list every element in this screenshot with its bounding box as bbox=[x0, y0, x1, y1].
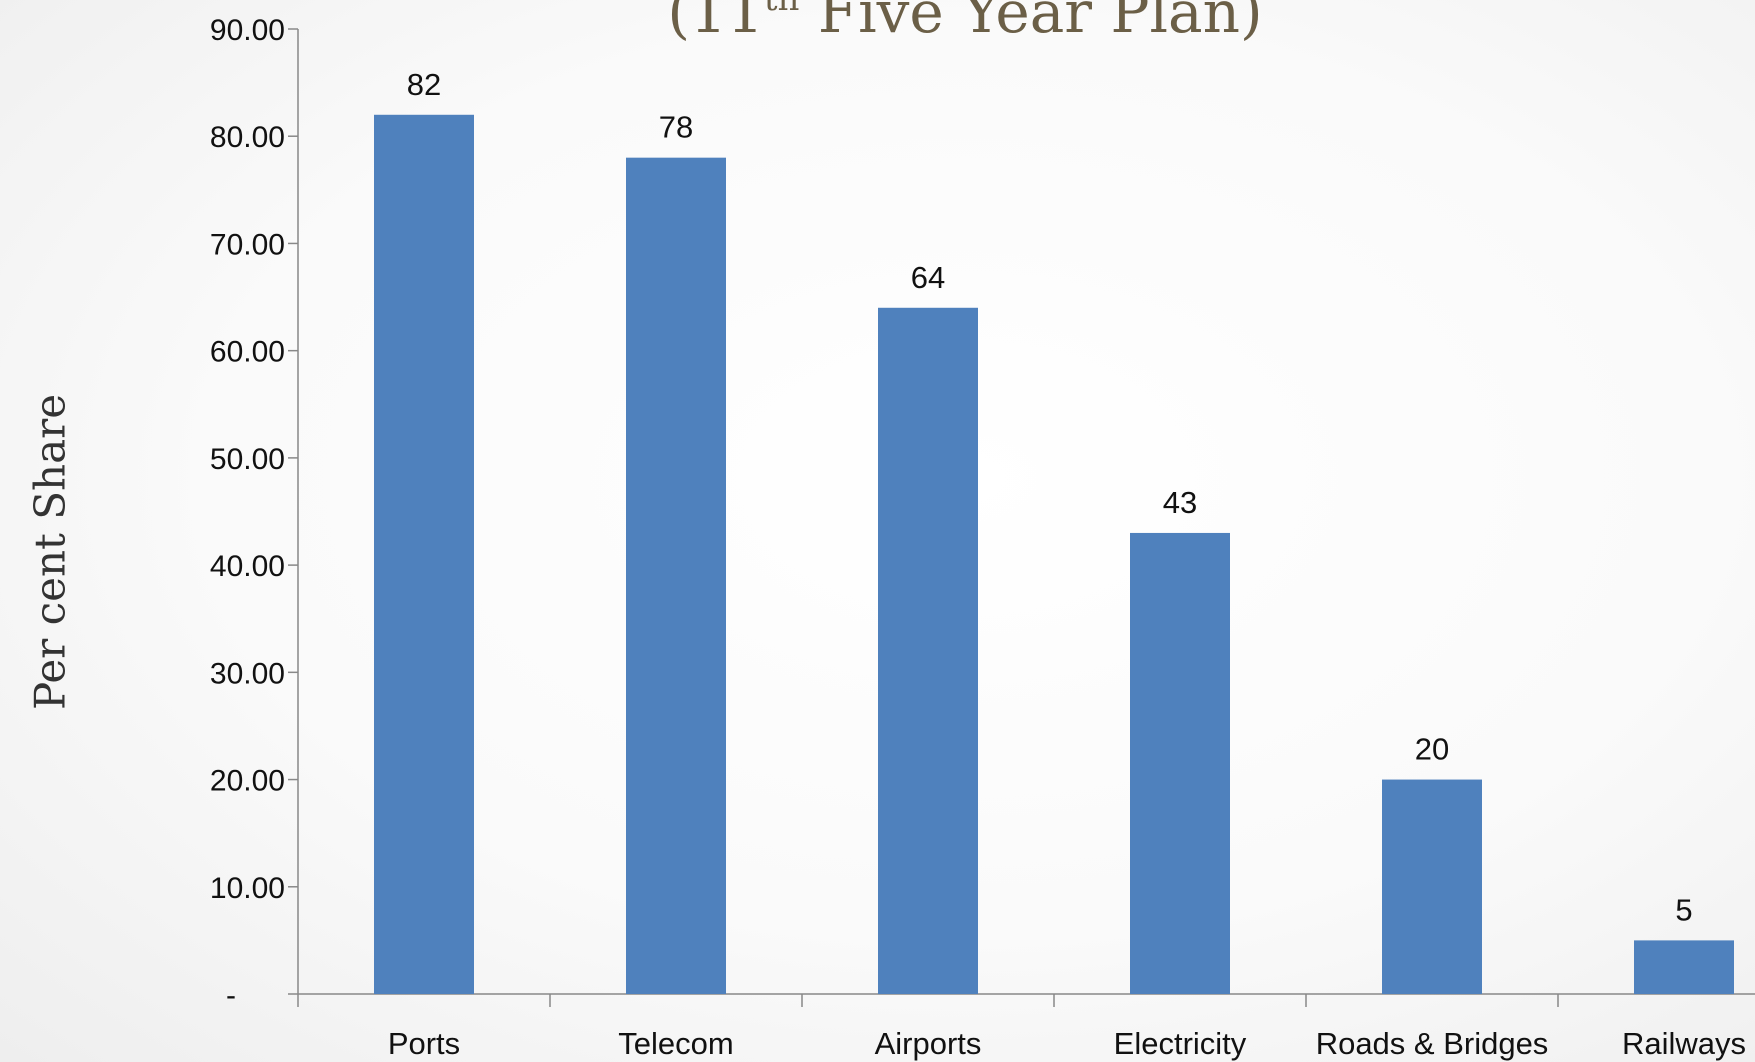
y-tick-label: 30.00 bbox=[210, 657, 285, 690]
y-tick-label: - bbox=[226, 979, 236, 1012]
chart-title-prefix: (11 bbox=[667, 0, 764, 46]
data-label: 82 bbox=[407, 67, 441, 102]
bar-telecom bbox=[626, 157, 726, 994]
bar-airports bbox=[878, 307, 978, 994]
data-label: 5 bbox=[1675, 892, 1692, 927]
x-category-label: Ports bbox=[388, 1026, 460, 1061]
y-tick-label: 60.00 bbox=[210, 336, 285, 369]
data-label: 43 bbox=[1163, 485, 1197, 520]
x-category-label: Telecom bbox=[618, 1026, 733, 1061]
chart-title: (11th Five Year Plan) bbox=[0, 0, 1755, 46]
x-category-label: Electricity bbox=[1114, 1026, 1247, 1061]
y-tick-label: 70.00 bbox=[210, 228, 285, 261]
y-tick-label: 40.00 bbox=[210, 550, 285, 583]
x-category-label: Railways bbox=[1622, 1026, 1746, 1061]
y-tick-label: 20.00 bbox=[210, 765, 285, 798]
bar-ports bbox=[374, 114, 474, 995]
data-label: 64 bbox=[911, 260, 945, 295]
x-category-label: Roads & Bridges bbox=[1316, 1026, 1549, 1061]
y-tick-label: 90.00 bbox=[210, 14, 285, 47]
bar-electricity bbox=[1130, 532, 1230, 994]
data-label: 78 bbox=[659, 110, 693, 145]
data-label: 20 bbox=[1415, 732, 1449, 767]
y-tick-label: 10.00 bbox=[210, 872, 285, 905]
chart-title-superscript: th bbox=[764, 0, 800, 19]
y-tick-label: 80.00 bbox=[210, 121, 285, 154]
y-tick-label: 50.00 bbox=[210, 443, 285, 476]
bar-railways bbox=[1634, 940, 1734, 994]
chart-title-suffix: Five Year Plan) bbox=[799, 0, 1263, 46]
bar-roads-bridges bbox=[1382, 779, 1482, 994]
x-category-label: Airports bbox=[875, 1026, 982, 1061]
